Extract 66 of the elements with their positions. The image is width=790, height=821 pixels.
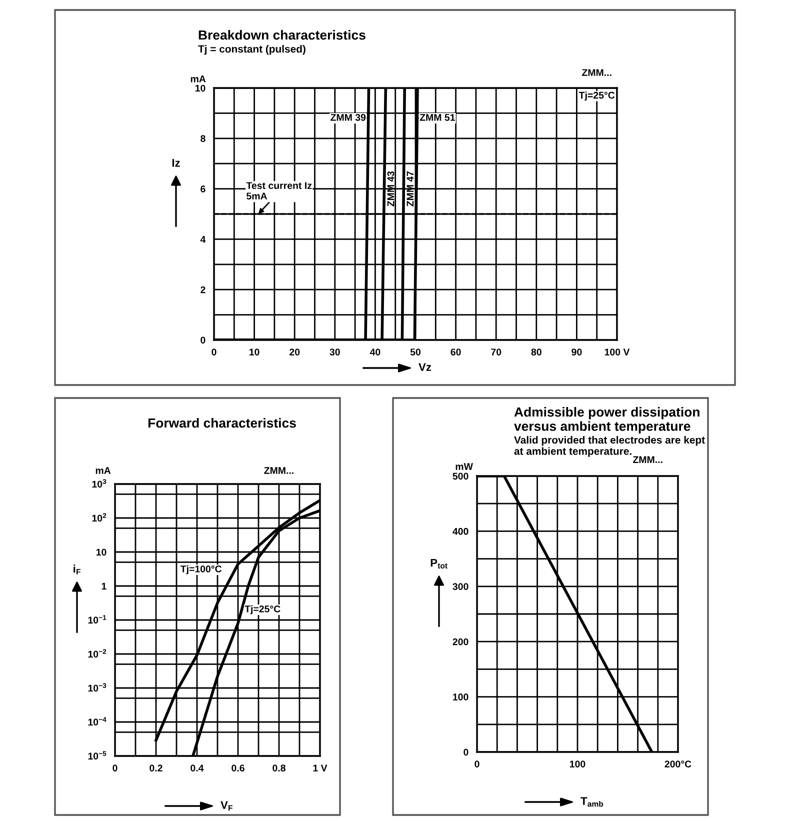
- y-tick-label: 10$^{−5}$: [88, 751, 106, 760]
- series-label: Tj=100°C: [180, 565, 222, 574]
- y-tick-label: 10$^{2}$: [92, 513, 106, 522]
- x-tick-label: 60: [450, 348, 461, 356]
- x-tick-label: 40: [370, 348, 380, 356]
- chart-title: Admissible power dissipation versus ambient temperature: [514, 407, 700, 434]
- x-tick-label: 50: [410, 348, 421, 356]
- y-tick-label: 10$^{−3}$: [88, 683, 106, 692]
- y-tick-label: 10$^{−2}$: [88, 649, 106, 658]
- series-label: ZMM 39: [330, 114, 366, 121]
- x-tick-label: 0.8: [272, 764, 286, 772]
- y-tick-label: 6: [200, 186, 206, 192]
- x-tick-label: 90: [572, 348, 582, 356]
- text: ZMM...: [633, 456, 662, 463]
- x-tick-label: 0.6: [232, 764, 244, 772]
- y-tick-label: 2: [200, 286, 206, 294]
- y-tick-label: 10: [96, 548, 106, 556]
- y-tick-label: 100: [453, 694, 468, 700]
- x-tick-label: 0.2: [150, 764, 162, 772]
- y-tick-label: 500: [452, 472, 468, 480]
- series-label: Tj=25°C: [244, 605, 280, 614]
- y-axis-title: i$_{F}$: [74, 564, 80, 574]
- x-axis-title: Vz: [418, 363, 432, 371]
- x-tick-label: 20: [290, 348, 300, 356]
- text: ZMM...: [264, 467, 294, 474]
- x-tick-label: 70: [491, 348, 502, 356]
- y-tick-label: 10$^{−1}$: [88, 615, 106, 624]
- y-tick-label: 4: [200, 236, 206, 243]
- annotation: Test current Iz 5mA: [246, 182, 312, 200]
- y-tick-label: 0: [200, 336, 206, 344]
- x-tick-label: 80: [531, 348, 542, 356]
- text: mA: [96, 467, 111, 474]
- text: ZMM...: [582, 69, 612, 76]
- y-tick-label: 8: [200, 135, 206, 142]
- x-tick-label: 0: [112, 764, 118, 772]
- x-tick-label: 0.4: [190, 764, 204, 772]
- legend-label: ZMM 51: [420, 114, 455, 121]
- chart-subtitle: Valid provided that electrodes are kept at ambient temperature.: [514, 436, 705, 457]
- y-tick-label: 10$^{−4}$: [88, 717, 106, 726]
- y-tick-label: 10: [195, 84, 206, 92]
- y-tick-label: 300: [452, 583, 468, 590]
- chart-title: Breakdown characteristics: [198, 30, 366, 40]
- x-tick-label: 1 V: [313, 764, 328, 772]
- chart-subtitle: Tj = constant (pulsed): [198, 45, 306, 55]
- x-tick-label: 0: [474, 760, 480, 768]
- y-tick-label: 1: [102, 582, 106, 590]
- y-tick-label: 10$^{3}$: [92, 479, 106, 488]
- annotation: Tj=25°C: [578, 92, 615, 101]
- x-tick-label: 100 V: [604, 348, 630, 356]
- x-tick-label: 0: [212, 348, 216, 356]
- x-tick-label: 10: [250, 348, 260, 356]
- x-tick-label: 30: [330, 348, 340, 356]
- y-axis-title: P$_{tot}$: [430, 559, 448, 569]
- x-axis-title: T$_{amb}$: [580, 797, 604, 807]
- text: mW: [456, 463, 473, 470]
- x-axis-title: V$_{F}$: [220, 801, 232, 811]
- y-tick-label: 400: [452, 528, 468, 535]
- y-axis-title: Iz: [172, 159, 180, 167]
- x-tick-label: 100: [570, 760, 586, 768]
- y-tick-label: 0: [464, 748, 468, 756]
- x-tick-label: 200°C: [664, 760, 692, 768]
- text: mA: [190, 76, 206, 82]
- text: ZMM 43: [387, 171, 394, 206]
- text: ZMM 47: [406, 171, 414, 206]
- y-tick-label: 200: [452, 638, 468, 646]
- chart-title: Forward characteristics: [148, 418, 296, 428]
